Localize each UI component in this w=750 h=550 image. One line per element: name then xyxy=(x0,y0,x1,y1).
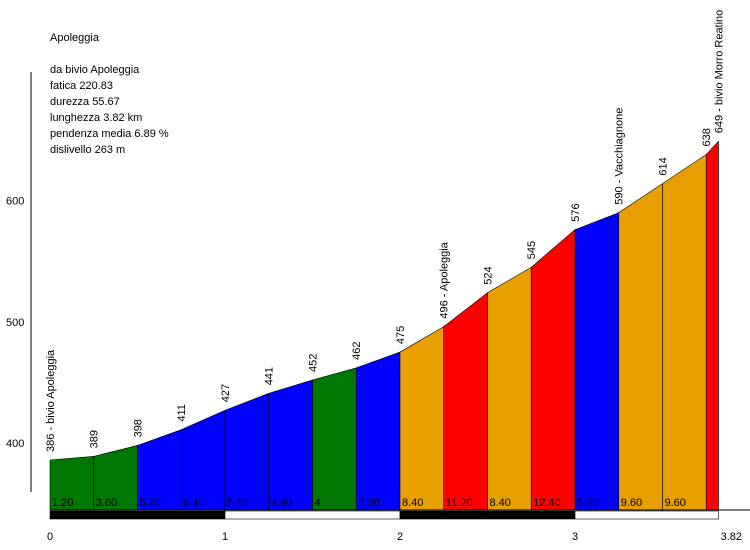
chart-axes: 400 500 600 0 1 2 3 3.82 xyxy=(6,72,750,543)
x-tick-label: 3 xyxy=(572,531,578,543)
gradient-segment xyxy=(574,212,620,511)
elevation-label: 649 - bivio Morro Reatino xyxy=(714,10,726,134)
km-scale-band xyxy=(224,510,401,520)
segment-gradient-label: 11.20 xyxy=(446,497,473,509)
elevation-label: 576 xyxy=(570,203,582,221)
segment-gradient-label: 9.60 xyxy=(665,497,686,509)
km-scale-band xyxy=(49,510,226,520)
x-tick-label: 3.82 xyxy=(721,531,742,543)
climb-pendenza: pendenza media 6.89 % xyxy=(50,128,169,140)
gradient-segment xyxy=(618,183,663,511)
elevation-label: 524 xyxy=(483,266,495,284)
gradient-segment xyxy=(224,392,270,511)
elevation-label: 545 xyxy=(526,241,538,259)
gradient-segment xyxy=(180,409,226,511)
point-labels: 386 - bivio Apoleggia 389 398 411 427 441 452 4… xyxy=(45,10,726,452)
elevation-label: 496 - Apoleggia xyxy=(439,241,451,318)
climb-info-panel: Apoleggia da bivio Apoleggia fatica 220.… xyxy=(50,30,169,158)
climb-start: da bivio Apoleggia xyxy=(50,64,140,76)
gradient-segment xyxy=(487,266,532,511)
segment-gradient-label: 8.40 xyxy=(490,497,511,509)
gradient-segment xyxy=(705,140,719,511)
gradient-segment xyxy=(443,292,488,511)
segment-gradient-label: 4.40 xyxy=(271,497,292,509)
segment-gradient-label: 5.60 xyxy=(577,497,598,509)
segment-gradient-label: 4 xyxy=(315,497,321,509)
segment-gradient-label: 5.20 xyxy=(358,497,379,509)
elevation-label: 614 xyxy=(658,157,670,175)
segment-gradient-label: 1.20 xyxy=(52,497,73,509)
segment-gradient-label: 5.60 xyxy=(227,497,248,509)
climb-lunghezza: lunghezza 3.82 km xyxy=(50,112,143,124)
elevation-label: 590 - Vacchiagnone xyxy=(614,108,626,205)
segment-gradient-label: 5.20 xyxy=(140,497,161,509)
elevation-label: 462 xyxy=(351,341,363,359)
gradient-segment xyxy=(355,351,401,511)
gradient-segment xyxy=(399,326,445,511)
segment-gradient-label: 6.40 xyxy=(183,497,204,509)
climb-durezza: durezza 55.67 xyxy=(50,96,120,108)
climb-title: Apoleggia xyxy=(50,32,99,44)
elevation-label: 398 xyxy=(133,419,145,437)
elevation-label: 411 xyxy=(176,404,188,422)
elevation-label: 386 - bivio Apoleggia xyxy=(45,349,57,452)
gradient-segment xyxy=(530,229,576,511)
segment-gradient-label: 8.40 xyxy=(402,497,423,509)
elevation-label: 389 xyxy=(89,430,101,448)
segment-gradient-label: 9.60 xyxy=(621,497,642,509)
segment-gradient-label: 12.40 xyxy=(533,497,561,509)
gradient-segment xyxy=(662,153,707,511)
y-tick-label: 400 xyxy=(6,438,24,450)
km-scale-band xyxy=(399,510,576,520)
x-tick-label: 2 xyxy=(397,531,403,543)
x-tick-label: 0 xyxy=(47,531,53,543)
gradient-segment xyxy=(268,379,313,511)
elevation-label: 452 xyxy=(308,354,320,372)
segment-gradient-label: 3.60 xyxy=(96,497,117,509)
gradient-segments: 1.20 3.60 5.20 6.40 5.60 4.40 4 5.20 8.40 11.20 8.… xyxy=(49,140,719,511)
gradient-segment xyxy=(312,367,357,511)
y-tick-label: 600 xyxy=(6,196,24,208)
elevation-label: 638 xyxy=(701,128,713,146)
elevation-label: 475 xyxy=(395,326,407,344)
climb-fatica: fatica 220.83 xyxy=(50,80,113,92)
elevation-label: 427 xyxy=(220,384,232,402)
x-tick-label: 1 xyxy=(222,531,228,543)
km-scale-band xyxy=(574,510,719,520)
y-tick-label: 500 xyxy=(6,317,24,329)
elevation-label: 441 xyxy=(264,367,276,385)
climb-dislivello: dislivello 263 m xyxy=(50,144,126,156)
